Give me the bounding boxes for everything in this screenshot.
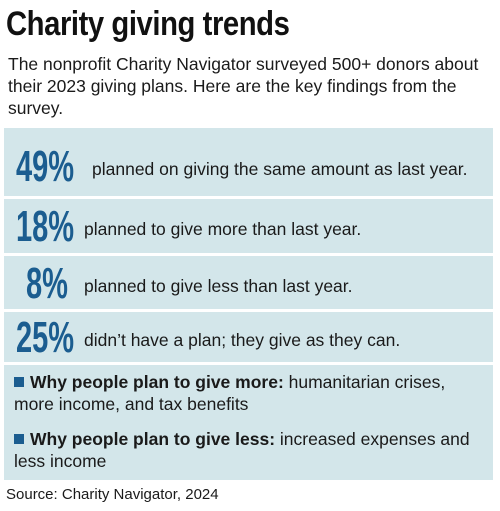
- stat-label: planned to give more than last year.: [84, 219, 362, 239]
- divider: [4, 309, 493, 312]
- stat-row-less: 8% planned to give less than last year.: [4, 259, 493, 309]
- stat-value: 8%: [26, 259, 68, 308]
- reason-text: humanitarian crises, more income, and ta…: [14, 372, 446, 414]
- page-title: Charity giving trends: [6, 5, 290, 43]
- square-bullet-icon: [14, 434, 24, 444]
- stat-row-same: 49% planned on giving the same amount as…: [4, 142, 493, 192]
- stat-label: didn’t have a plan; they give as they ca…: [84, 330, 401, 350]
- reason-give-less: Why people plan to give less: increased …: [14, 428, 489, 472]
- stat-label: planned on giving the same amount as las…: [92, 159, 468, 179]
- reason-text: increased expenses and less income: [14, 429, 470, 471]
- square-bullet-icon: [14, 377, 24, 387]
- stat-label: planned to give less than last year.: [84, 276, 353, 296]
- stat-value: 49%: [16, 142, 75, 191]
- divider: [4, 253, 493, 256]
- findings-panel: 49% planned on giving the same amount as…: [4, 128, 493, 480]
- divider: [4, 362, 493, 365]
- reason-lead: Why people plan to give more:: [30, 372, 284, 392]
- intro-text: The nonprofit Charity Navigator surveyed…: [8, 54, 479, 118]
- source-credit: Source: Charity Navigator, 2024: [6, 486, 219, 503]
- divider: [4, 196, 493, 199]
- stat-row-more: 18% planned to give more than last year.: [4, 202, 493, 252]
- reason-lead: Why people plan to give less:: [30, 429, 276, 449]
- stat-value: 18%: [16, 202, 75, 251]
- stat-value: 25%: [16, 313, 75, 362]
- reason-give-more: Why people plan to give more: humanitari…: [14, 371, 489, 415]
- stat-row-no-plan: 25% didn’t have a plan; they give as the…: [4, 313, 493, 363]
